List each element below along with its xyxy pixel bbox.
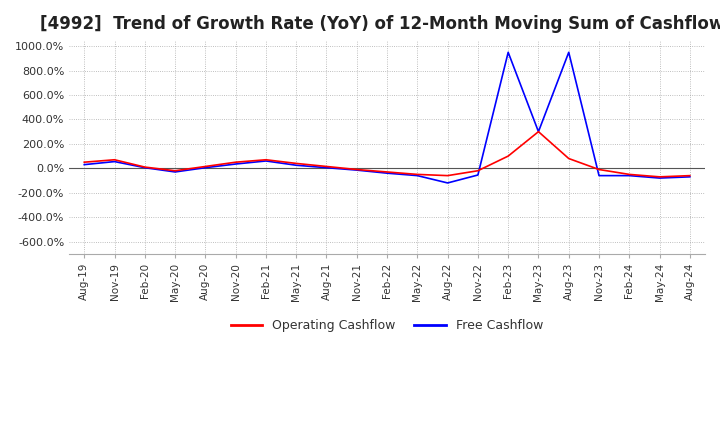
Legend: Operating Cashflow, Free Cashflow: Operating Cashflow, Free Cashflow [226,314,548,337]
Title: [4992]  Trend of Growth Rate (YoY) of 12-Month Moving Sum of Cashflows: [4992] Trend of Growth Rate (YoY) of 12-… [40,15,720,33]
